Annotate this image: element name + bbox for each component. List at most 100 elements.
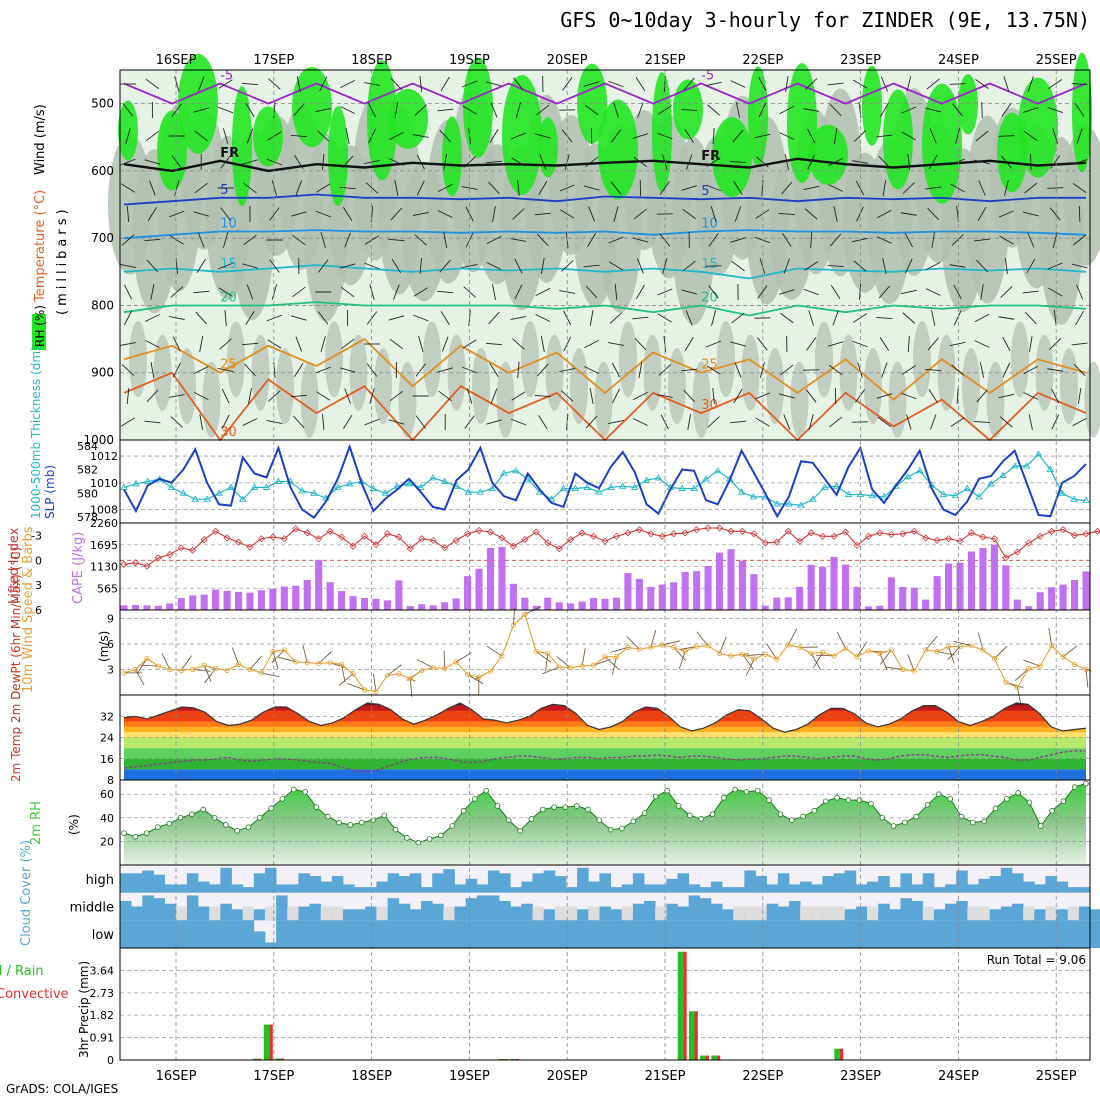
wind-barb <box>900 212 917 216</box>
wind10-barb <box>650 629 657 648</box>
wind-barb <box>441 336 449 352</box>
wind-barb <box>1078 205 1081 223</box>
rh2m-point <box>1026 799 1033 806</box>
wind10-point <box>213 666 219 672</box>
lifted-index-point <box>429 536 437 544</box>
wind-barb <box>485 160 503 164</box>
cloud-cell <box>644 884 656 893</box>
cloud-cell <box>476 895 489 921</box>
lifted-index-point <box>544 539 552 547</box>
cape-bar <box>1071 579 1079 610</box>
wind-barb <box>900 289 917 295</box>
wind-barb <box>319 76 328 92</box>
thickness-point <box>405 479 413 487</box>
wind-barb <box>393 284 400 300</box>
wind-barb <box>414 104 427 116</box>
cloud-gap <box>209 906 221 921</box>
thickness-point <box>132 479 140 487</box>
wind-barb <box>904 232 913 248</box>
rh2m-point <box>392 826 399 833</box>
cloud-cell <box>1034 920 1046 948</box>
cloud-cell <box>487 870 500 893</box>
wind-barb <box>394 102 399 118</box>
rh2m-point <box>302 789 308 795</box>
rh2m-point <box>505 817 512 823</box>
wind-barb <box>292 234 306 246</box>
cloud-cell <box>198 881 210 893</box>
wind10-point <box>819 649 826 656</box>
wind10-point <box>1003 679 1009 685</box>
cloud-cell <box>722 887 734 893</box>
wind10-point <box>865 648 872 654</box>
wind-barb <box>588 206 596 222</box>
cloud-cell <box>588 881 600 893</box>
lifted-index-point <box>658 532 666 540</box>
wind-barb <box>637 102 644 118</box>
isotherm-line <box>123 229 1087 240</box>
wind-barb <box>218 79 233 89</box>
thickness-point <box>428 474 437 481</box>
wind-barb <box>144 238 161 242</box>
precip-conv-label: Convective <box>0 987 69 1002</box>
top-date-label: 17SEP <box>253 53 294 68</box>
precip-total-bar <box>688 1011 695 1060</box>
wind-barb <box>266 314 283 322</box>
wind-barb <box>489 362 499 378</box>
wind10-barb <box>1085 669 1089 688</box>
wind-barb <box>609 312 623 324</box>
cloud-cell <box>755 920 768 948</box>
rh-moist-cell <box>521 321 539 398</box>
lifted-index-point <box>212 527 220 535</box>
rh-moist-cell <box>913 321 931 398</box>
wind10-point <box>602 654 608 660</box>
wind-barb <box>880 76 888 92</box>
cloud-cell <box>298 920 310 948</box>
lifted-index-line <box>123 527 1100 567</box>
cloud-cell <box>644 900 656 921</box>
cape-bar <box>853 586 861 610</box>
wind-barb <box>246 128 254 144</box>
wind-barb <box>858 283 862 301</box>
cloud-cell <box>777 873 790 893</box>
wind-barb <box>320 232 326 248</box>
wind-barb <box>880 102 889 118</box>
cloud-gap <box>833 906 845 921</box>
wind-barb <box>632 316 649 320</box>
thickness-point <box>476 488 485 495</box>
wind-barb <box>1051 414 1059 430</box>
wind-barb <box>1073 234 1087 246</box>
wind-barb <box>1049 338 1062 350</box>
thickness-point <box>191 495 200 502</box>
cloud-cell <box>554 920 567 948</box>
wind-barb <box>583 264 600 268</box>
cloud-cell <box>722 909 734 921</box>
rh2m-point <box>596 817 603 823</box>
lifted-index-point <box>773 538 781 546</box>
cloud-row-label: low <box>92 928 115 943</box>
thickness-tick-label: 582 <box>77 464 98 477</box>
wind-barb <box>217 262 234 270</box>
wind10-barb <box>581 648 586 667</box>
wind-barb <box>340 286 355 298</box>
wind-barb <box>339 186 356 190</box>
lifted-index-point <box>1013 548 1021 556</box>
rh2m-point <box>834 794 840 801</box>
thickness-point <box>345 479 354 487</box>
precip-axis-label: 3hr Precip (mm) <box>77 961 91 1058</box>
thickness-point <box>1070 495 1078 502</box>
lifted-index-point <box>131 559 140 567</box>
lifted-index-point <box>475 526 483 535</box>
rh-moist-cell <box>300 361 319 438</box>
thickness-point <box>238 495 247 502</box>
cape-bar <box>177 598 185 610</box>
rh2m-point <box>539 806 546 813</box>
cloud-gap <box>1023 906 1035 921</box>
wind10-barb <box>612 656 617 675</box>
cape-bar <box>887 577 895 610</box>
wind-barb <box>1002 336 1011 352</box>
wind-barb <box>515 102 521 118</box>
rh-moist-cell <box>1084 361 1100 438</box>
cloud-cell <box>376 920 388 948</box>
wind10-point <box>968 643 975 649</box>
rh-saturated-cell <box>1018 77 1058 178</box>
